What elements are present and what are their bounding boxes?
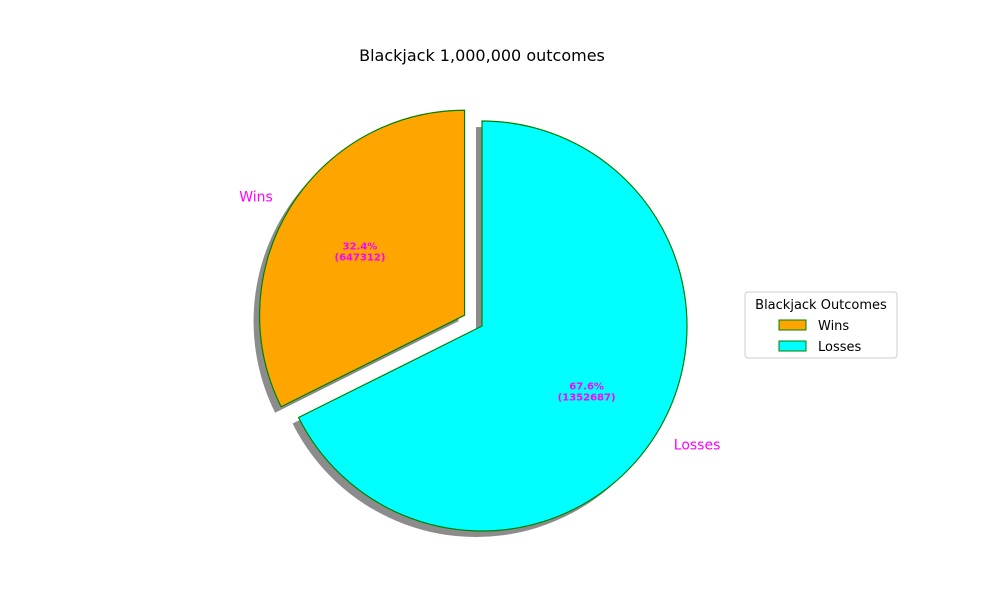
percent-label-wins: 32.4%: [343, 242, 378, 253]
pie-labels: Wins 32.4%(647312) Losses 67.6%(1352687): [239, 190, 720, 454]
pie-slices: [258, 109, 688, 532]
pie-slice-wins: [258, 109, 466, 408]
count-label-losses: (1352687): [558, 393, 616, 404]
legend-label-wins: Wins: [818, 319, 849, 334]
legend-title: Blackjack Outcomes: [755, 298, 887, 313]
percent-label-losses: 67.6%: [569, 382, 604, 393]
category-label-wins: Wins: [239, 190, 273, 206]
pie-slice-losses: [297, 120, 688, 532]
category-label-losses: Losses: [674, 438, 721, 454]
legend: Blackjack Outcomes Wins Losses: [744, 291, 898, 359]
chart-title: Blackjack 1,000,000 outcomes: [359, 46, 605, 65]
count-label-wins: (647312): [335, 253, 386, 264]
legend-label-losses: Losses: [818, 340, 862, 355]
legend-swatch-losses: [778, 340, 807, 352]
legend-swatch-wins: [778, 319, 807, 331]
